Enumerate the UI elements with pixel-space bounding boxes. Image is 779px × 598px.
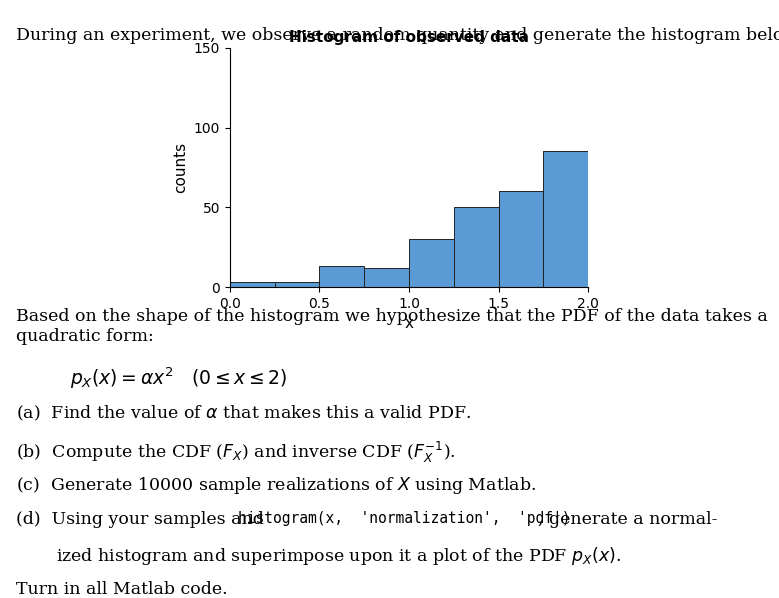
Text: histogram(x,  'normalization',  'pdf'): histogram(x, 'normalization', 'pdf')	[238, 511, 570, 526]
Text: $p_X(x) = \alpha x^2$   $(0 \leq x \leq 2)$: $p_X(x) = \alpha x^2$ $(0 \leq x \leq 2)…	[70, 366, 287, 392]
Bar	[543, 151, 588, 287]
Text: (b)  Compute the CDF ($F_X$) and inverse CDF ($F_X^{-1}$).: (b) Compute the CDF ($F_X$) and inverse …	[16, 440, 455, 465]
Title: Histogram of observed data: Histogram of observed data	[289, 30, 529, 45]
Bar	[274, 282, 319, 287]
Text: (d)  Using your samples and: (d) Using your samples and	[16, 511, 269, 528]
Bar	[499, 191, 543, 287]
X-axis label: x: x	[404, 316, 414, 331]
Text: Based on the shape of the histogram we hypothesize that the PDF of the data take: Based on the shape of the histogram we h…	[16, 308, 767, 344]
Bar	[319, 266, 364, 287]
Text: , generate a normal-: , generate a normal-	[538, 511, 717, 528]
Bar	[453, 208, 499, 287]
Y-axis label: counts: counts	[173, 142, 189, 193]
Bar	[364, 268, 409, 287]
Bar	[230, 282, 274, 287]
Text: During an experiment, we observe a random quantity and generate the histogram be: During an experiment, we observe a rando…	[16, 27, 779, 44]
Text: ized histogram and superimpose upon it a plot of the PDF $p_X(x)$.: ized histogram and superimpose upon it a…	[56, 545, 621, 568]
Bar	[409, 239, 453, 287]
Text: Turn in all Matlab code.: Turn in all Matlab code.	[16, 581, 227, 598]
Text: (a)  Find the value of $\alpha$ that makes this a valid PDF.: (a) Find the value of $\alpha$ that make…	[16, 404, 471, 423]
Text: (c)  Generate 10000 sample realizations of $X$ using Matlab.: (c) Generate 10000 sample realizations o…	[16, 475, 536, 496]
